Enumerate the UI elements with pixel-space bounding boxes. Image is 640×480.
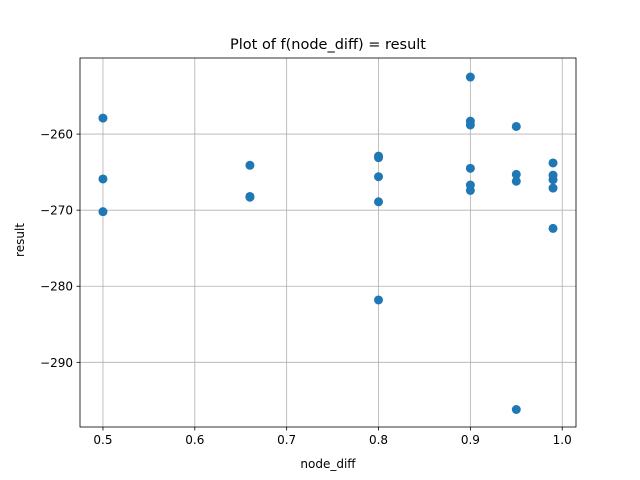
- chart-title: Plot of f(node_diff) = result: [230, 37, 426, 53]
- data-point: [98, 207, 108, 217]
- data-point: [548, 183, 558, 193]
- data-point: [374, 197, 384, 207]
- data-point: [465, 72, 475, 82]
- y-axis-label: result: [13, 223, 27, 257]
- x-tick-label: 0.9: [461, 433, 480, 447]
- data-point: [511, 176, 521, 186]
- data-point: [465, 163, 475, 173]
- plot-frame: [79, 57, 577, 428]
- data-point: [98, 113, 108, 123]
- x-axis-label: node_diff: [300, 457, 356, 471]
- x-tick-label: 0.7: [277, 433, 296, 447]
- axis-ticks: 0.5 0.6 0.7 0.8 0.9 1.0 −290 −280 −270 −260: [40, 128, 572, 447]
- data-point: [465, 185, 475, 195]
- y-tick-label: −290: [40, 356, 73, 370]
- data-point: [374, 295, 384, 305]
- x-tick-label: 0.5: [93, 433, 112, 447]
- data-point: [548, 158, 558, 168]
- x-tick-label: 1.0: [553, 433, 572, 447]
- data-point: [511, 169, 521, 179]
- data-point: [245, 160, 255, 170]
- data-point: [548, 223, 558, 233]
- y-tick-label: −280: [40, 280, 73, 294]
- x-tick-label: 0.6: [185, 433, 204, 447]
- data-points: [98, 72, 558, 415]
- data-point: [374, 172, 384, 182]
- data-point: [511, 121, 521, 131]
- data-point: [511, 405, 521, 415]
- grid: [80, 58, 576, 427]
- data-point: [245, 192, 255, 202]
- data-point: [548, 175, 558, 185]
- data-point: [374, 153, 384, 163]
- y-tick-label: −270: [40, 204, 73, 218]
- data-point: [465, 120, 475, 130]
- y-tick-label: −260: [40, 128, 73, 142]
- x-tick-label: 0.8: [369, 433, 388, 447]
- data-point: [98, 174, 108, 184]
